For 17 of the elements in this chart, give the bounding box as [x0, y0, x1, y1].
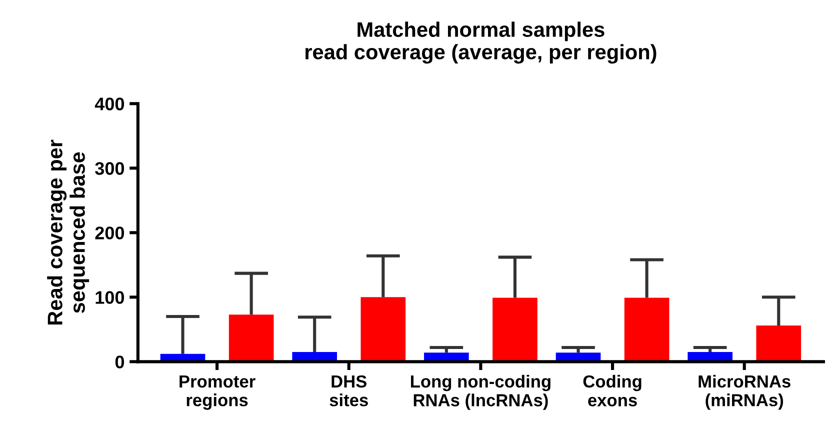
bar	[756, 326, 802, 362]
y-axis-title: Read coverage per sequenced base	[47, 140, 90, 324]
x-tick-label: Promoter regions	[180, 375, 256, 410]
bar	[228, 314, 274, 362]
x-tick-label: MicroRNAs (miRNAs)	[698, 374, 790, 410]
x-tick-label: Coding exons	[583, 374, 642, 406]
y-tick-label: 300	[95, 162, 124, 175]
bar	[492, 298, 538, 362]
y-tick-label: 200	[95, 226, 124, 240]
y-tick-label: 0	[115, 356, 124, 368]
x-tick-label: DHS sites	[330, 375, 368, 406]
y-tick-label: 400	[94, 98, 124, 110]
x-tick-label: Long non-coding RNAs (lncRNAs)	[411, 374, 550, 410]
chart-title: Matched normal samples read coverage (average, per region)	[306, 22, 656, 64]
bar	[360, 297, 406, 362]
bar	[624, 298, 670, 362]
y-tick-label: 100	[96, 291, 124, 304]
